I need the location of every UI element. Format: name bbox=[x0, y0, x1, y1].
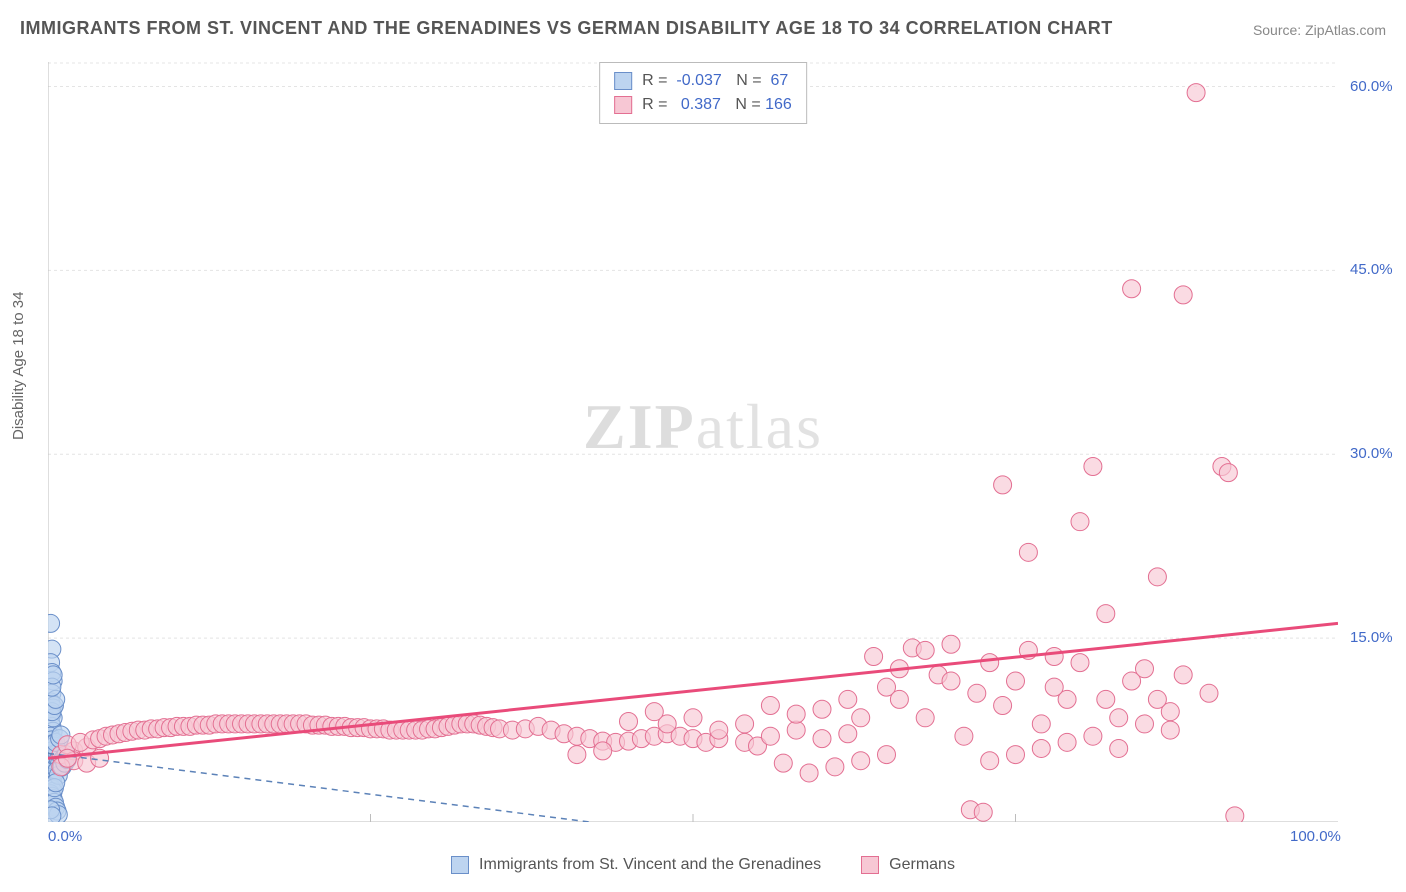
source-link[interactable]: ZipAtlas.com bbox=[1305, 22, 1386, 38]
legend-item-1: Immigrants from St. Vincent and the Gren… bbox=[451, 856, 821, 874]
legend-r-2: 0.387 bbox=[681, 96, 721, 113]
series-legend: Immigrants from St. Vincent and the Gren… bbox=[0, 856, 1406, 874]
chart-title: IMMIGRANTS FROM ST. VINCENT AND THE GREN… bbox=[20, 18, 1113, 39]
x-tick-label: 0.0% bbox=[48, 828, 82, 845]
legend-row-series-2: R = 0.387 N = 166 bbox=[614, 93, 792, 117]
x-tick-label: 100.0% bbox=[1290, 828, 1341, 845]
legend-n-2: 166 bbox=[765, 96, 792, 113]
y-axis-label: Disability Age 18 to 34 bbox=[10, 292, 27, 440]
y-tick-label: 60.0% bbox=[1350, 78, 1393, 95]
correlation-legend: R = -0.037 N = 67 R = 0.387 N = 166 bbox=[599, 62, 807, 124]
legend-swatch-1 bbox=[614, 72, 632, 90]
chart-plot-area bbox=[48, 62, 1338, 822]
legend-item-2: Germans bbox=[861, 856, 955, 874]
legend-r-1: -0.037 bbox=[676, 72, 721, 89]
legend-bottom-swatch-2 bbox=[861, 856, 879, 874]
legend-label-2: Germans bbox=[889, 856, 955, 874]
y-tick-label: 45.0% bbox=[1350, 261, 1393, 278]
source-attribution: Source: ZipAtlas.com bbox=[1253, 22, 1386, 38]
y-tick-label: 30.0% bbox=[1350, 445, 1393, 462]
source-prefix: Source: bbox=[1253, 22, 1305, 38]
legend-row-series-1: R = -0.037 N = 67 bbox=[614, 69, 792, 93]
legend-label-1: Immigrants from St. Vincent and the Gren… bbox=[479, 856, 821, 874]
y-tick-label: 15.0% bbox=[1350, 629, 1393, 646]
legend-bottom-swatch-1 bbox=[451, 856, 469, 874]
legend-n-1: 67 bbox=[770, 72, 788, 89]
legend-swatch-2 bbox=[614, 96, 632, 114]
scatter-chart-svg bbox=[48, 62, 1338, 822]
